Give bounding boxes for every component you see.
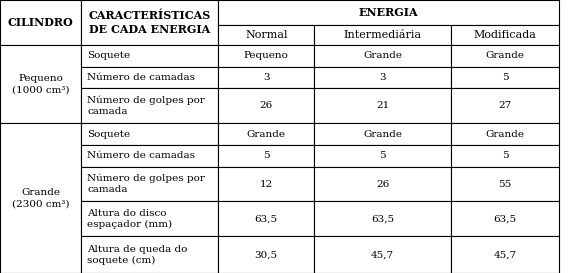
Polygon shape [218,123,314,145]
Text: 12: 12 [260,180,273,189]
Polygon shape [451,123,559,145]
Polygon shape [0,123,81,273]
Polygon shape [81,88,218,123]
Polygon shape [81,167,218,201]
Polygon shape [218,201,314,236]
Text: 5: 5 [502,151,508,160]
Text: 63,5: 63,5 [494,215,516,224]
Text: Grande: Grande [363,130,402,139]
Polygon shape [218,145,314,167]
Text: Grande
(2300 cm³): Grande (2300 cm³) [12,188,69,208]
Text: 26: 26 [376,180,389,189]
Text: Intermediária: Intermediária [343,30,422,40]
Polygon shape [81,45,218,67]
Polygon shape [0,0,81,45]
Polygon shape [451,201,559,236]
Polygon shape [314,45,451,67]
Polygon shape [81,67,218,88]
Polygon shape [314,67,451,88]
Polygon shape [218,167,314,201]
Text: Altura de queda do
soquete (cm): Altura de queda do soquete (cm) [87,245,187,265]
Text: 55: 55 [498,180,512,189]
Text: 45,7: 45,7 [494,250,516,259]
Polygon shape [218,88,314,123]
Text: 30,5: 30,5 [255,250,278,259]
Text: Pequeno
(1000 cm³): Pequeno (1000 cm³) [12,74,69,94]
Text: 26: 26 [260,101,273,110]
Polygon shape [451,88,559,123]
Polygon shape [81,236,218,273]
Text: Normal: Normal [245,30,288,40]
Text: 63,5: 63,5 [371,215,394,224]
Polygon shape [314,201,451,236]
Polygon shape [451,45,559,67]
Text: Número de camadas: Número de camadas [87,73,196,82]
Text: ENERGIA: ENERGIA [359,7,418,18]
Polygon shape [218,67,314,88]
Text: Número de golpes por
camada: Número de golpes por camada [87,96,205,116]
Polygon shape [314,25,451,45]
Polygon shape [451,25,559,45]
Text: Número de camadas: Número de camadas [87,151,196,160]
Polygon shape [218,236,314,273]
Text: Grande: Grande [363,51,402,60]
Polygon shape [314,88,451,123]
Polygon shape [451,145,559,167]
Text: Grande: Grande [247,130,286,139]
Text: 3: 3 [379,73,386,82]
Text: Altura do disco
espaçador (mm): Altura do disco espaçador (mm) [87,209,172,229]
Polygon shape [314,167,451,201]
Text: 5: 5 [263,151,269,160]
Polygon shape [451,167,559,201]
Polygon shape [314,145,451,167]
Text: 5: 5 [502,73,508,82]
Polygon shape [0,45,81,123]
Text: Grande: Grande [485,130,524,139]
Text: Modificada: Modificada [473,30,537,40]
Text: 5: 5 [379,151,386,160]
Text: CARACTERÍSTICAS
DE CADA ENERGIA: CARACTERÍSTICAS DE CADA ENERGIA [88,10,211,35]
Text: 45,7: 45,7 [371,250,394,259]
Text: CILINDRO: CILINDRO [8,17,73,28]
Text: 63,5: 63,5 [255,215,278,224]
Text: Soquete: Soquete [87,130,130,139]
Polygon shape [314,123,451,145]
Text: Soquete: Soquete [87,51,130,60]
Polygon shape [218,0,559,25]
Polygon shape [81,123,218,145]
Text: Número de golpes por
camada: Número de golpes por camada [87,174,205,194]
Polygon shape [451,236,559,273]
Text: Grande: Grande [485,51,524,60]
Polygon shape [218,25,314,45]
Polygon shape [81,0,218,45]
Polygon shape [81,145,218,167]
Text: 3: 3 [263,73,269,82]
Polygon shape [81,201,218,236]
Text: 21: 21 [376,101,389,110]
Polygon shape [314,236,451,273]
Text: Pequeno: Pequeno [244,51,289,60]
Polygon shape [451,67,559,88]
Polygon shape [218,45,314,67]
Text: 27: 27 [498,101,512,110]
